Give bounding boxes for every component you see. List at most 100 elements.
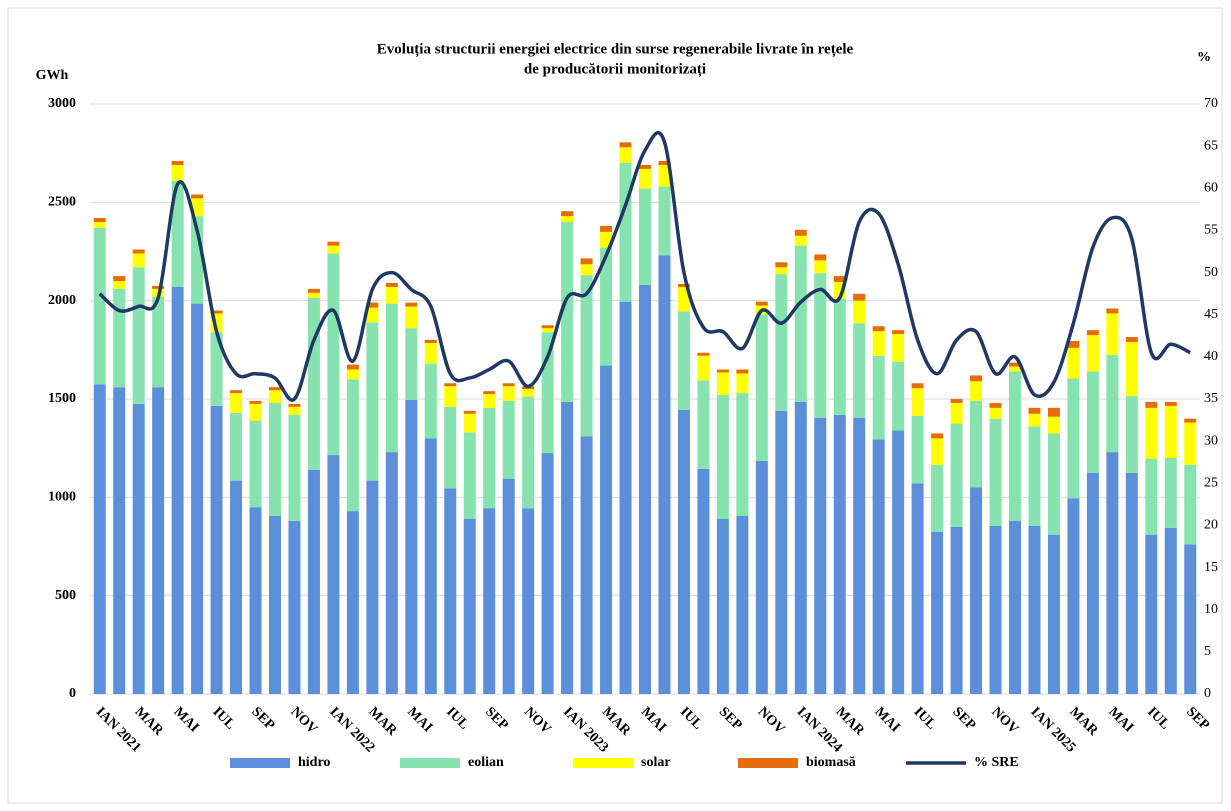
bar-segment (677, 409, 690, 694)
bar-segment (755, 301, 768, 306)
bar-segment (444, 406, 457, 489)
bar-segment (346, 511, 359, 694)
bar-segment (327, 253, 340, 456)
bar-segment (132, 403, 145, 694)
bar-segment (561, 216, 574, 222)
bar-segment (1125, 472, 1138, 694)
bar-segment (424, 438, 437, 694)
bar-segment (970, 487, 983, 694)
bar-segment (385, 282, 398, 287)
bar-segment (697, 352, 710, 356)
bar-segment (171, 286, 184, 694)
bar-segment (307, 469, 320, 694)
bar-segment (1067, 498, 1080, 694)
bar-segment (1164, 405, 1177, 458)
bar-segment (561, 211, 574, 217)
bar-segment (93, 222, 106, 228)
y2-tick-label: 60 (1204, 181, 1218, 196)
bar-segment (327, 455, 340, 694)
bar-segment (619, 147, 632, 163)
bar-segment (658, 255, 671, 694)
bar-segment (1028, 407, 1041, 414)
bar-segment (600, 231, 613, 248)
bar-segment (171, 180, 184, 287)
bar-segment (522, 397, 535, 509)
y2-tick-label: 35 (1204, 391, 1218, 406)
bar-segment (794, 235, 807, 246)
bar-segment (794, 245, 807, 402)
bar-segment (775, 262, 788, 268)
bar-segment (1145, 534, 1158, 694)
chart-title: de producătorii monitorizați (524, 61, 706, 77)
bar-segment (269, 390, 281, 403)
bar-segment (327, 241, 340, 246)
bar-segment (113, 288, 126, 388)
bar-segment (405, 328, 418, 400)
bar-segment (132, 249, 145, 254)
bar-segment (619, 163, 632, 302)
bar-segment (989, 418, 1002, 526)
y-tick-label: 3000 (48, 96, 76, 111)
bar-segment (249, 403, 262, 421)
bar-segment (950, 399, 963, 403)
bar-segment (385, 452, 398, 694)
y-tick-label: 2000 (48, 293, 76, 308)
y-tick-label: 500 (55, 588, 76, 603)
bar-segment (502, 478, 515, 694)
bar-segment (1125, 337, 1138, 342)
bar-segment (288, 520, 301, 694)
bar-segment (1067, 347, 1080, 379)
bar-segment (716, 518, 729, 694)
y2-tick-label: 40 (1204, 349, 1218, 364)
bar-segment (1145, 458, 1158, 535)
legend-swatch (400, 758, 460, 768)
bar-segment (1184, 418, 1197, 423)
bar-segment (502, 400, 515, 479)
bar-segment (931, 531, 944, 694)
bar-segment (1184, 544, 1197, 694)
bar-segment (1009, 371, 1021, 521)
bar-segment (931, 464, 944, 532)
bar-segment (269, 387, 281, 391)
bar-segment (1164, 527, 1177, 694)
bar-segment (1047, 416, 1060, 434)
bar-segment (716, 395, 729, 519)
bar-segment (970, 375, 983, 382)
bar-segment (600, 247, 613, 366)
bar-segment (113, 276, 126, 281)
bar-segment (1106, 308, 1119, 314)
y2-tick-label: 20 (1204, 518, 1218, 533)
bar-segment (931, 433, 944, 439)
bar-segment (288, 414, 301, 521)
bar-segment (1086, 330, 1099, 336)
bar-segment (463, 518, 476, 694)
bar-segment (814, 254, 827, 261)
bar-segment (1106, 452, 1119, 694)
y2-tick-label: 0 (1204, 686, 1211, 701)
bar-segment (911, 483, 924, 694)
bar-segment (522, 389, 535, 398)
bar-segment (210, 310, 223, 314)
bar-segment (1028, 525, 1041, 694)
bar-segment (580, 275, 593, 437)
bar-segment (814, 273, 827, 418)
bar-segment (600, 225, 613, 232)
y2-tick-label: 15 (1204, 560, 1218, 575)
bar-segment (892, 361, 905, 431)
bar-segment (346, 379, 359, 512)
bar-segment (230, 412, 243, 481)
y-axis-label: GWh (36, 68, 69, 83)
bar-segment (911, 415, 924, 484)
bar-segment (794, 401, 807, 694)
bar-segment (424, 363, 437, 439)
bar-segment (1125, 341, 1138, 397)
bar-segment (405, 302, 418, 307)
bar-segment (1009, 362, 1021, 367)
bar-segment (697, 355, 710, 381)
bar-segment (1145, 407, 1158, 459)
bar-segment (113, 387, 126, 694)
bar-segment (463, 413, 476, 433)
bar-segment (950, 526, 963, 694)
bar-segment (1047, 407, 1060, 417)
bar-segment (307, 297, 320, 470)
